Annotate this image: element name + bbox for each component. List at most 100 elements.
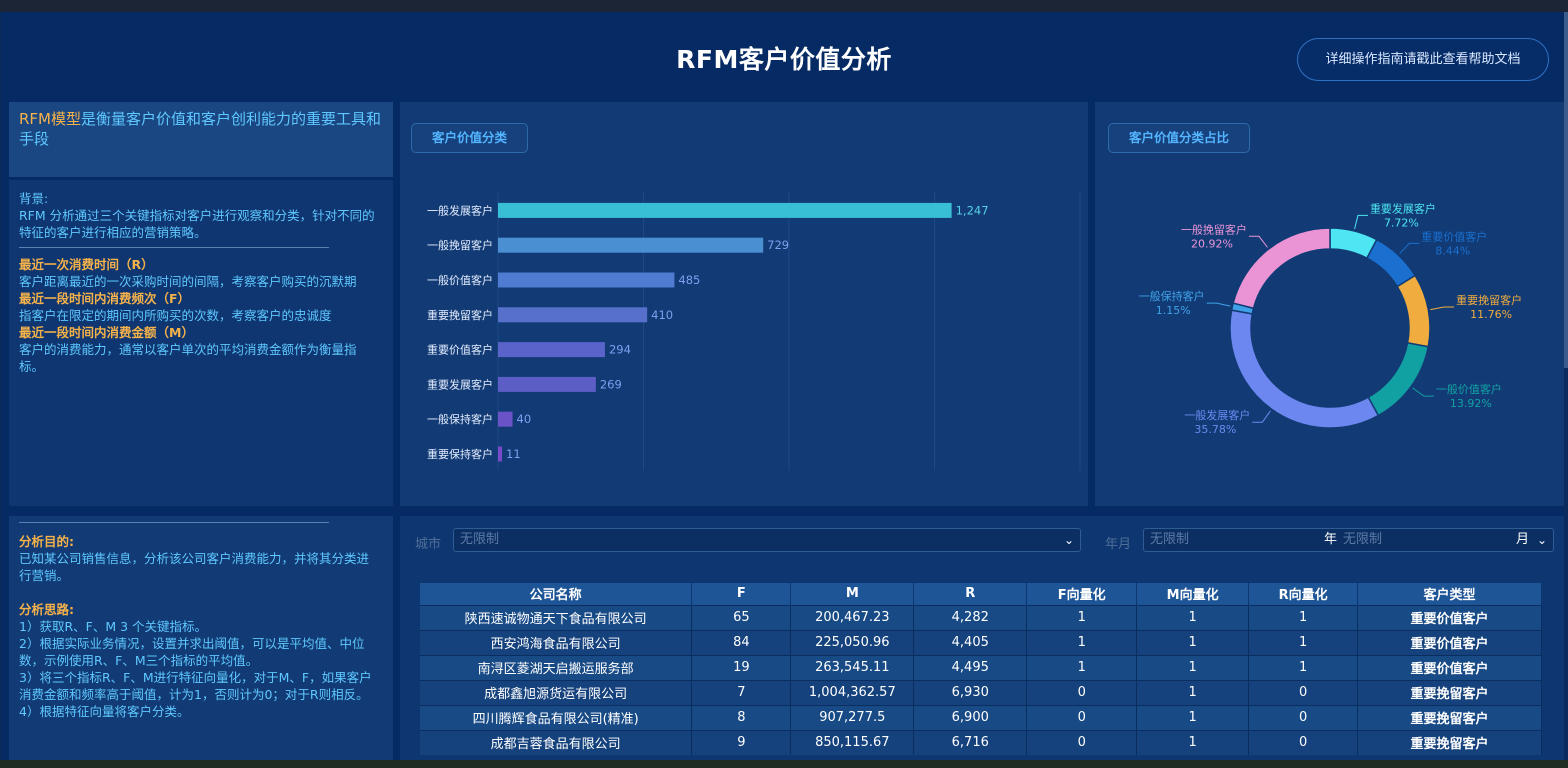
divider — [19, 522, 329, 523]
bar-category-label: 重要价值客户 — [427, 343, 493, 357]
intro-panel: RFM模型是衡量客户价值和客户创利能力的重要工具和手段 — [9, 102, 393, 177]
bar-value-label: 11 — [506, 447, 521, 461]
goal-text: 分析目的: 已知某公司销售信息，分析该公司客户消费能力，并将其分类进行营销。 分… — [19, 520, 379, 720]
cell-customer-type: 重要挽留客户 — [1357, 704, 1542, 730]
year-month-select[interactable]: 无限制 年 无限制 月 ⌄ — [1143, 528, 1554, 552]
cell-f-vector: 1 — [1026, 604, 1138, 630]
col-customer-type[interactable]: 客户类型 — [1357, 583, 1542, 605]
cell-m: 225,050.96 — [790, 629, 915, 655]
analysis-goal-panel: 分析目的: 已知某公司销售信息，分析该公司客户消费能力，并将其分类进行营销。 分… — [9, 516, 393, 760]
pie-label-line — [1430, 306, 1455, 311]
window-top-strip — [0, 0, 1568, 12]
pie-slice-name: 一般挽留客户 — [1181, 222, 1247, 236]
pie-label-line — [1206, 302, 1231, 307]
cell-r-vector: 1 — [1248, 604, 1359, 630]
pie-slice-name: 一般价值客户 — [1436, 382, 1502, 396]
table-row[interactable]: 成都吉蓉食品有限公司 9 850,115.67 6,716 0 1 0 重要挽留… — [420, 729, 1542, 755]
cell-company: 陕西速诚物通天下食品有限公司 — [420, 604, 693, 630]
background-text: 背景: RFM 分析通过三个关键指标对客户进行观察和分类，针对不同的特征的客户进… — [19, 190, 377, 375]
purpose-title: 分析目的: — [19, 534, 74, 549]
cell-f-vector: 1 — [1026, 629, 1138, 655]
bar-value-label: 269 — [600, 377, 622, 391]
bar-category-label: 一般价值客户 — [427, 273, 493, 287]
cell-r: 4,405 — [913, 629, 1028, 655]
cell-m-vector: 1 — [1136, 629, 1250, 655]
recency-text: 客户距离最近的一次采购时间的间隔，考察客户购买的沉默期 — [19, 274, 357, 289]
pie-slice-name: 一般保持客户 — [1139, 289, 1205, 303]
cell-customer-type: 重要挽留客户 — [1357, 729, 1542, 755]
cell-m: 200,467.23 — [790, 604, 915, 630]
intro-highlight: RFM模型 — [19, 110, 81, 128]
bar-category-label: 一般发展客户 — [427, 203, 493, 217]
cell-r: 6,900 — [913, 704, 1028, 730]
bar-value-label: 729 — [767, 238, 789, 252]
chevron-down-icon: ⌄ — [1063, 533, 1074, 547]
table-row[interactable]: 西安鸿海食品有限公司 84 225,050.96 4,405 1 1 1 重要价… — [420, 629, 1542, 655]
pie-slice-percent: 1.15% — [1156, 304, 1191, 317]
pie-slice — [1367, 341, 1430, 417]
frequency-title: 最近一段时间内消费频次（F） — [19, 291, 191, 306]
pie-chart-panel: 客户价值分类占比 重要发展客户 7.72% 重要价值客户 8.44% 重要挽留客户 11.… — [1095, 102, 1564, 506]
cell-m-vector: 1 — [1136, 704, 1250, 730]
chevron-down-icon: ⌄ — [1536, 533, 1547, 547]
cell-r-vector: 0 — [1248, 729, 1359, 755]
cell-company: 西安鸿海食品有限公司 — [420, 629, 693, 655]
table-header-row: 公司名称 F M R F向量化 M向量化 R向量化 客户类型 — [420, 583, 1542, 605]
col-r-vector[interactable]: R向量化 — [1248, 583, 1359, 605]
monetary-text: 客户的消费能力，通常以客户单次的平均消费金额作为衡量指标。 — [19, 342, 357, 374]
recency-title: 最近一次消费时间（R） — [19, 257, 154, 272]
city-select[interactable]: 无限制 ⌄ — [453, 528, 1081, 552]
pie-slice — [1232, 227, 1331, 310]
month-select-placeholder[interactable]: 无限制 — [1343, 532, 1383, 547]
pie-slice-name: 重要价值客户 — [1421, 229, 1487, 243]
help-guide-button[interactable]: 详细操作指南请戳此查看帮助文档 — [1297, 38, 1549, 81]
col-company[interactable]: 公司名称 — [420, 583, 693, 605]
bar-value-label: 410 — [651, 308, 673, 322]
cell-m: 263,545.11 — [790, 654, 915, 680]
bar — [498, 376, 596, 392]
col-r[interactable]: R — [913, 583, 1028, 605]
step-2: 2）根据实际业务情况，设置并求出阈值，可以是平均值、中位数，示例使用R、F、M三… — [19, 636, 365, 668]
pie-slice — [1396, 274, 1431, 348]
bar-chart-panel: 客户价值分类 一般发展客户 1,247 一般挽留客户 729 一般价值客户 485 重要挽留… — [400, 102, 1088, 506]
customer-table: 公司名称 F M R F向量化 M向量化 R向量化 客户类型 陕西速诚物通天下食… — [420, 583, 1542, 755]
year-month-filter-label: 年月 — [1105, 537, 1132, 552]
table-row[interactable]: 四川腾辉食品有限公司(精准) 8 907,277.5 6,900 0 1 0 重… — [420, 704, 1542, 730]
col-f[interactable]: F — [691, 583, 792, 605]
bar-chart: 一般发展客户 1,247 一般挽留客户 729 一般价值客户 485 重要挽留客户 410 重要… — [427, 192, 1081, 471]
bar — [498, 342, 605, 358]
pie-slice-name: 重要挽留客户 — [1456, 293, 1522, 307]
pie-slice-percent: 35.78% — [1194, 423, 1236, 436]
bar — [498, 202, 952, 218]
year-select-placeholder[interactable]: 无限制 — [1150, 532, 1190, 547]
cell-customer-type: 重要价值客户 — [1357, 654, 1542, 680]
col-f-vector[interactable]: F向量化 — [1026, 583, 1138, 605]
bar-value-label: 294 — [609, 343, 631, 357]
vertical-scrollbar[interactable] — [1564, 12, 1568, 368]
cell-f: 65 — [691, 604, 792, 630]
cell-customer-type: 重要价值客户 — [1357, 629, 1542, 655]
cell-r-vector: 0 — [1248, 704, 1359, 730]
col-m-vector[interactable]: M向量化 — [1136, 583, 1250, 605]
cell-r: 4,495 — [913, 654, 1028, 680]
cell-f: 9 — [691, 729, 792, 755]
pie-label-line — [1252, 410, 1271, 423]
cell-f: 19 — [691, 654, 792, 680]
cell-company: 南浔区菱湖天启搬运服务部 — [420, 654, 693, 680]
col-m[interactable]: M — [790, 583, 915, 605]
city-select-placeholder: 无限制 — [460, 532, 500, 547]
city-filter-label: 城市 — [415, 537, 442, 552]
pie-label-line — [1354, 214, 1368, 230]
table-row[interactable]: 陕西速诚物通天下食品有限公司 65 200,467.23 4,282 1 1 1… — [420, 604, 1542, 630]
intro-text: RFM模型是衡量客户价值和客户创利能力的重要工具和手段 — [19, 109, 384, 149]
bar-value-label: 40 — [517, 412, 532, 426]
pie-label-line — [1248, 235, 1268, 248]
bar-category-label: 一般保持客户 — [427, 412, 493, 426]
bar-chart-tag: 客户价值分类 — [411, 123, 529, 153]
table-row[interactable]: 南浔区菱湖天启搬运服务部 19 263,545.11 4,495 1 1 1 重… — [420, 654, 1542, 680]
bar-category-label: 重要保持客户 — [427, 447, 493, 461]
cell-f: 84 — [691, 629, 792, 655]
bar-value-label: 1,247 — [956, 203, 989, 217]
cell-m-vector: 1 — [1136, 729, 1250, 755]
table-row[interactable]: 成都鑫旭源货运有限公司 7 1,004,362.57 6,930 0 1 0 重… — [420, 679, 1542, 705]
